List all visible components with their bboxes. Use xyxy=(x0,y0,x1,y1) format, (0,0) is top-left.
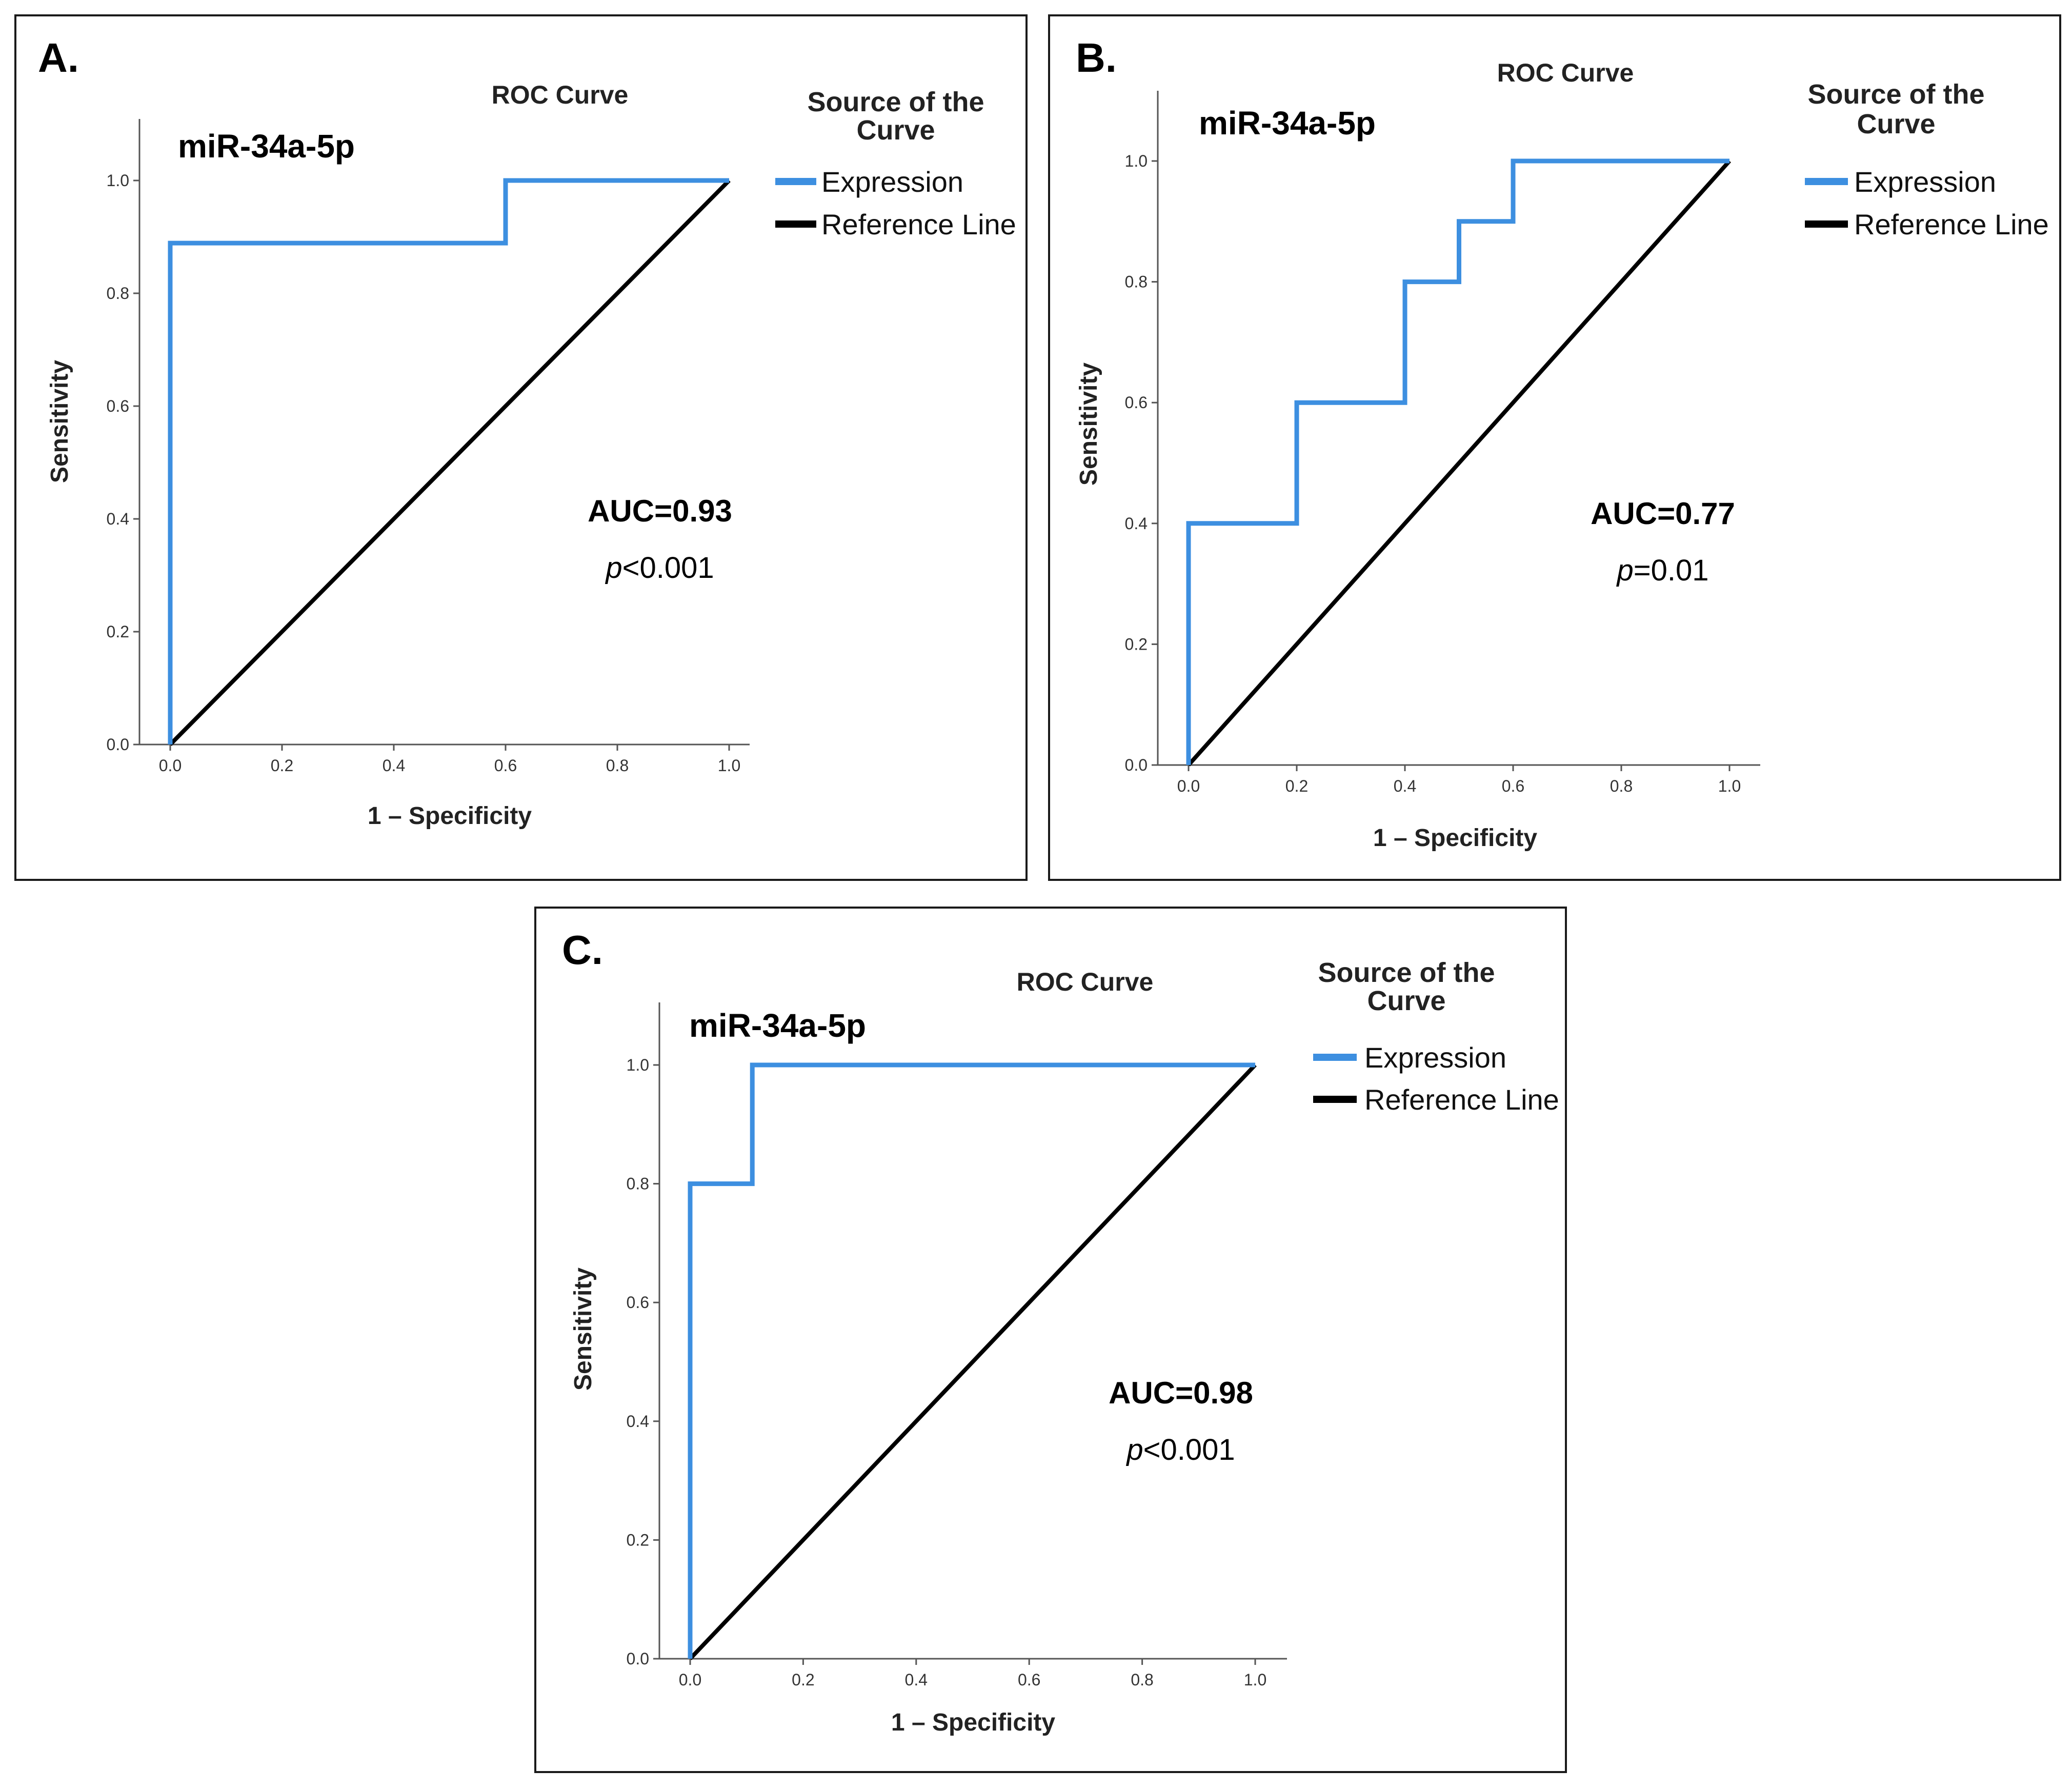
p-value-annotation: p=0.01 xyxy=(1616,554,1708,587)
auc-annotation: AUC=0.93 xyxy=(588,494,732,528)
panel-label: C. xyxy=(562,927,603,973)
series-label: miR-34a-5p xyxy=(178,128,355,165)
roc-chart-c: C. ROC Curve miR-34a-5p 0.0 0.2 0.4 0.6 0.8 1… xyxy=(562,927,1559,1736)
legend: Source of the Curve Expression Reference… xyxy=(1313,957,1559,1116)
y-tick-label: 0.2 xyxy=(107,622,129,641)
expression-roc-line xyxy=(1186,158,1729,765)
legend: Source of the Curve Expression Reference… xyxy=(1805,79,2049,240)
x-tick-label: 0.4 xyxy=(1394,777,1416,795)
chart-title: ROC Curve xyxy=(492,81,629,109)
x-tick-label: 0.8 xyxy=(1610,777,1633,795)
y-axis-label: Sensitivity xyxy=(1075,363,1102,486)
y-tick-label: 0.0 xyxy=(1125,756,1148,774)
x-tick-label: 0.4 xyxy=(905,1671,928,1689)
p-value-annotation: p<0.001 xyxy=(605,551,714,585)
x-tick-label: 0.8 xyxy=(1131,1671,1153,1689)
roc-panel-b: B. ROC Curve miR-34a-5p 0.0 0.2 0.4 0.6 0.8 1… xyxy=(1048,14,2061,881)
reference-line xyxy=(689,1063,1257,1660)
roc-chart-b: B. ROC Curve miR-34a-5p 0.0 0.2 0.4 0.6 0.8 1… xyxy=(1075,35,2049,852)
x-tick-label: 0.6 xyxy=(494,756,517,775)
p-value: =0.01 xyxy=(1634,554,1709,587)
p-value: <0.001 xyxy=(1143,1433,1235,1466)
x-tick-label: 0.2 xyxy=(792,1671,814,1689)
roc-panel-a: A. ROC Curve miR-34a-5p 0.0 0.2 0.4 0.6 0.8 1… xyxy=(14,14,1028,881)
x-tick-label: 1.0 xyxy=(1718,777,1741,795)
y-tick-label: 0.8 xyxy=(107,284,129,303)
legend-label-reference: Reference Line xyxy=(1364,1083,1559,1116)
p-symbol: p xyxy=(605,551,622,585)
y-tick-label: 0.4 xyxy=(107,510,129,528)
legend-label-reference: Reference Line xyxy=(1854,208,2049,240)
x-axis-label: 1 – Specificity xyxy=(891,1709,1055,1736)
series-label: miR-34a-5p xyxy=(1199,105,1376,142)
legend-title-line1: Source of the xyxy=(807,87,984,117)
legend-label-reference: Reference Line xyxy=(821,208,1016,240)
p-symbol: p xyxy=(1125,1433,1143,1466)
roc-chart-a: A. ROC Curve miR-34a-5p 0.0 0.2 0.4 0.6 0.8 1… xyxy=(38,35,1016,830)
x-tick-label: 1.0 xyxy=(718,756,740,775)
y-tick-label: 0.0 xyxy=(107,735,129,754)
panel-label: B. xyxy=(1076,35,1117,81)
y-tick-label: 0.6 xyxy=(627,1293,649,1312)
x-tick-label: 0.0 xyxy=(679,1671,701,1689)
legend-label-expression: Expression xyxy=(821,166,963,198)
x-tick-label: 0.0 xyxy=(159,756,182,775)
x-tick-label: 0.2 xyxy=(1285,777,1308,795)
p-symbol: p xyxy=(1616,554,1633,587)
x-tick-label: 0.4 xyxy=(383,756,405,775)
legend-title-line2: Curve xyxy=(1367,985,1445,1016)
roc-panel-c: C. ROC Curve miR-34a-5p 0.0 0.2 0.4 0.6 0.8 1… xyxy=(534,907,1567,1773)
y-tick-label: 0.6 xyxy=(1125,393,1148,412)
x-tick-label: 1.0 xyxy=(1244,1671,1266,1689)
legend: Source of the Curve Expression Reference… xyxy=(775,87,1016,240)
y-tick-label: 0.8 xyxy=(627,1175,649,1193)
legend-title-line1: Source of the xyxy=(1318,957,1495,988)
p-value-annotation: p<0.001 xyxy=(1125,1433,1235,1466)
expression-roc-line xyxy=(688,1062,1255,1659)
y-tick-label: 0.4 xyxy=(1125,514,1148,533)
y-tick-label: 0.6 xyxy=(107,397,129,415)
x-tick-label: 0.0 xyxy=(1177,777,1200,795)
y-axis-label: Sensitivity xyxy=(570,1268,597,1391)
y-tick-label: 0.2 xyxy=(627,1531,649,1549)
p-value: <0.001 xyxy=(622,551,714,585)
reference-line xyxy=(169,179,731,746)
expression-roc-line xyxy=(168,178,729,745)
chart-title: ROC Curve xyxy=(1497,58,1634,87)
auc-annotation: AUC=0.98 xyxy=(1109,1376,1253,1410)
panel-label: A. xyxy=(38,35,79,81)
chart-title: ROC Curve xyxy=(1017,968,1154,996)
y-axis-label: Sensitivity xyxy=(46,360,73,483)
series-label: miR-34a-5p xyxy=(689,1007,866,1044)
x-tick-label: 0.6 xyxy=(1018,1671,1040,1689)
y-tick-label: 0.0 xyxy=(627,1650,649,1668)
y-tick-label: 0.8 xyxy=(1125,273,1148,291)
y-tick-label: 1.0 xyxy=(627,1056,649,1074)
y-tick-label: 1.0 xyxy=(107,171,129,190)
legend-title-line2: Curve xyxy=(1857,109,1935,139)
y-tick-label: 0.2 xyxy=(1125,635,1148,653)
legend-label-expression: Expression xyxy=(1364,1041,1506,1074)
y-tick-label: 1.0 xyxy=(1125,152,1148,170)
legend-label-expression: Expression xyxy=(1854,166,1996,198)
x-tick-label: 0.6 xyxy=(1502,777,1524,795)
x-axis-label: 1 – Specificity xyxy=(368,802,532,830)
reference-line xyxy=(1187,159,1731,767)
legend-title-line1: Source of the xyxy=(1807,79,1984,110)
y-tick-label: 0.4 xyxy=(627,1412,649,1431)
x-axis-label: 1 – Specificity xyxy=(1373,824,1537,852)
legend-title-line2: Curve xyxy=(856,115,935,146)
x-tick-label: 0.8 xyxy=(606,756,629,775)
auc-annotation: AUC=0.77 xyxy=(1591,496,1735,531)
x-tick-label: 0.2 xyxy=(271,756,293,775)
